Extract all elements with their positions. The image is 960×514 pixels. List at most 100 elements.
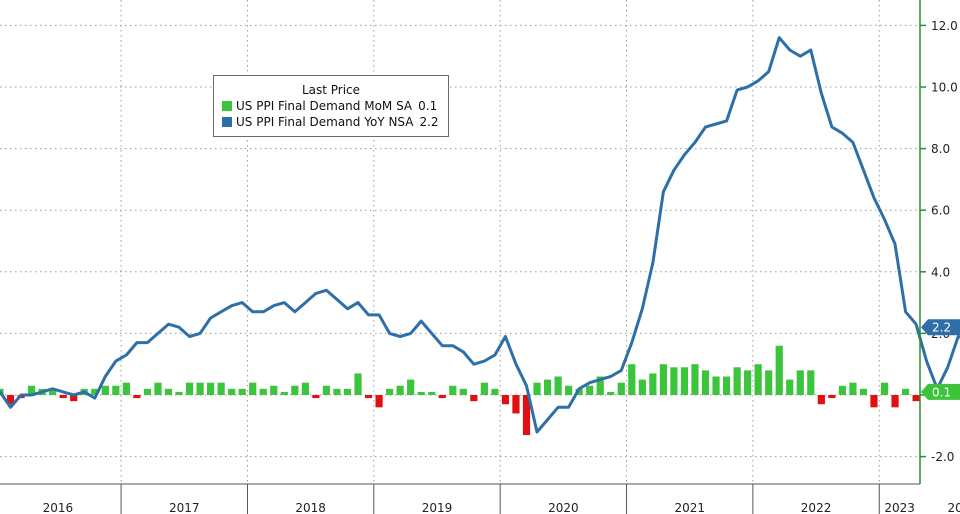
yoy-last-value-flag-label: 2.2 bbox=[932, 321, 951, 335]
mom-bar bbox=[880, 382, 889, 395]
mom-bar bbox=[428, 391, 436, 395]
y-tick-label: 12.0 bbox=[931, 19, 958, 33]
mom-bar bbox=[501, 395, 510, 405]
mom-bar bbox=[543, 379, 552, 395]
mom-bar bbox=[386, 388, 394, 395]
mom-bar bbox=[259, 388, 267, 395]
mom-bar bbox=[164, 388, 173, 395]
mom-bar bbox=[796, 370, 804, 395]
mom-bar bbox=[838, 385, 846, 395]
x-tick-label: 2017 bbox=[169, 501, 200, 514]
mom-bar bbox=[49, 388, 57, 395]
x-tick-label: 2019 bbox=[422, 501, 453, 514]
mom-bar bbox=[512, 395, 520, 414]
mom-bar bbox=[901, 388, 910, 395]
mom-bar bbox=[280, 391, 288, 395]
mom-bar bbox=[438, 395, 446, 399]
mom-bar bbox=[670, 367, 678, 395]
mom-bar bbox=[733, 367, 741, 395]
mom-last-value-flag-label: 0.1 bbox=[932, 385, 951, 399]
mom-bar bbox=[522, 395, 531, 436]
x-tick-label: 2023 bbox=[884, 501, 915, 514]
mom-bar bbox=[649, 373, 657, 395]
mom-bar bbox=[112, 385, 120, 395]
x-axis: 2016 2017 2018 2019 2020 2021 2022 2023 2024 bbox=[0, 483, 960, 514]
mom-bar bbox=[565, 385, 573, 395]
mom-bar bbox=[680, 367, 689, 395]
mom-bar bbox=[27, 385, 36, 395]
mom-last-value-flag bbox=[921, 383, 960, 400]
y-tick-label: -2.0 bbox=[931, 450, 954, 464]
mom-bar bbox=[354, 373, 362, 395]
y-tick-label: 10.0 bbox=[931, 81, 958, 95]
mom-bar bbox=[912, 395, 920, 402]
mom-bar bbox=[143, 388, 152, 395]
mom-bar bbox=[6, 395, 15, 405]
mom-bar bbox=[59, 395, 67, 399]
mom-bar bbox=[133, 395, 141, 399]
mom-bar bbox=[491, 388, 499, 395]
mom-bar bbox=[765, 370, 773, 395]
mom-bar bbox=[712, 376, 720, 395]
mom-bar bbox=[586, 385, 594, 395]
y-tick-label: 4.0 bbox=[931, 265, 950, 279]
mom-bar bbox=[249, 382, 257, 395]
mom-bar bbox=[828, 395, 836, 399]
yoy-line bbox=[0, 36, 960, 434]
mom-bar bbox=[175, 391, 183, 395]
y-tick-label: 8.0 bbox=[931, 142, 950, 156]
mom-bar bbox=[849, 382, 857, 395]
legend-item-yoy: US PPI Final Demand YoY NSA 2.2 bbox=[214, 114, 448, 130]
legend-value-mom: 0.1 bbox=[418, 99, 438, 113]
mom-bar bbox=[291, 385, 299, 395]
mom-bar bbox=[333, 388, 341, 395]
mom-bar bbox=[238, 388, 246, 395]
mom-bar bbox=[596, 376, 604, 395]
mom-bar bbox=[817, 395, 825, 405]
mom-bar bbox=[659, 364, 667, 395]
x-tick-label: 2018 bbox=[295, 501, 326, 514]
mom-bar bbox=[154, 382, 162, 395]
mom-bar bbox=[638, 379, 646, 395]
mom-bar bbox=[691, 364, 699, 395]
mom-bar bbox=[196, 382, 204, 395]
mom-bar bbox=[407, 379, 415, 395]
legend-item-mom: US PPI Final Demand MoM SA 0.1 bbox=[214, 98, 448, 114]
legend: Last Price US PPI Final Demand MoM SA 0.… bbox=[213, 75, 449, 137]
mom-bar bbox=[554, 376, 562, 395]
mom-bar bbox=[364, 395, 373, 399]
mom-bar bbox=[470, 395, 478, 402]
y-axis: -2.02.04.06.08.010.012.00.12.2 bbox=[919, 0, 960, 484]
y-tick-label: 6.0 bbox=[931, 204, 950, 218]
grid-lines bbox=[0, 0, 920, 484]
mom-bar bbox=[185, 382, 194, 395]
mom-bar bbox=[207, 382, 215, 395]
x-tick-label: 2021 bbox=[674, 501, 705, 514]
mom-bar bbox=[228, 388, 236, 395]
mom-bar bbox=[870, 395, 878, 408]
mom-bar bbox=[754, 364, 762, 395]
mom-bar bbox=[628, 364, 636, 395]
legend-label-mom: US PPI Final Demand MoM SA bbox=[236, 99, 413, 113]
mom-bar bbox=[859, 388, 868, 395]
mom-bar bbox=[375, 395, 383, 408]
mom-bar bbox=[575, 388, 583, 395]
legend-title: Last Price bbox=[301, 83, 361, 97]
mom-bar bbox=[301, 382, 309, 395]
mom-bar bbox=[775, 345, 783, 395]
mom-bar bbox=[617, 382, 625, 395]
legend-label-yoy: US PPI Final Demand YoY NSA bbox=[236, 115, 414, 129]
mom-bar bbox=[459, 388, 467, 395]
mom-bar bbox=[312, 395, 320, 399]
mom-bars bbox=[0, 345, 920, 436]
yoy-last-value-flag bbox=[921, 319, 960, 336]
mom-bar bbox=[417, 391, 425, 395]
mom-bar bbox=[807, 370, 815, 395]
mom-bar bbox=[480, 382, 488, 395]
mom-bar bbox=[607, 391, 615, 395]
legend-value-yoy: 2.2 bbox=[419, 115, 439, 129]
mom-bar bbox=[322, 385, 331, 395]
mom-bar bbox=[396, 385, 404, 395]
legend-swatch-mom bbox=[222, 101, 232, 111]
mom-bar bbox=[744, 370, 752, 395]
